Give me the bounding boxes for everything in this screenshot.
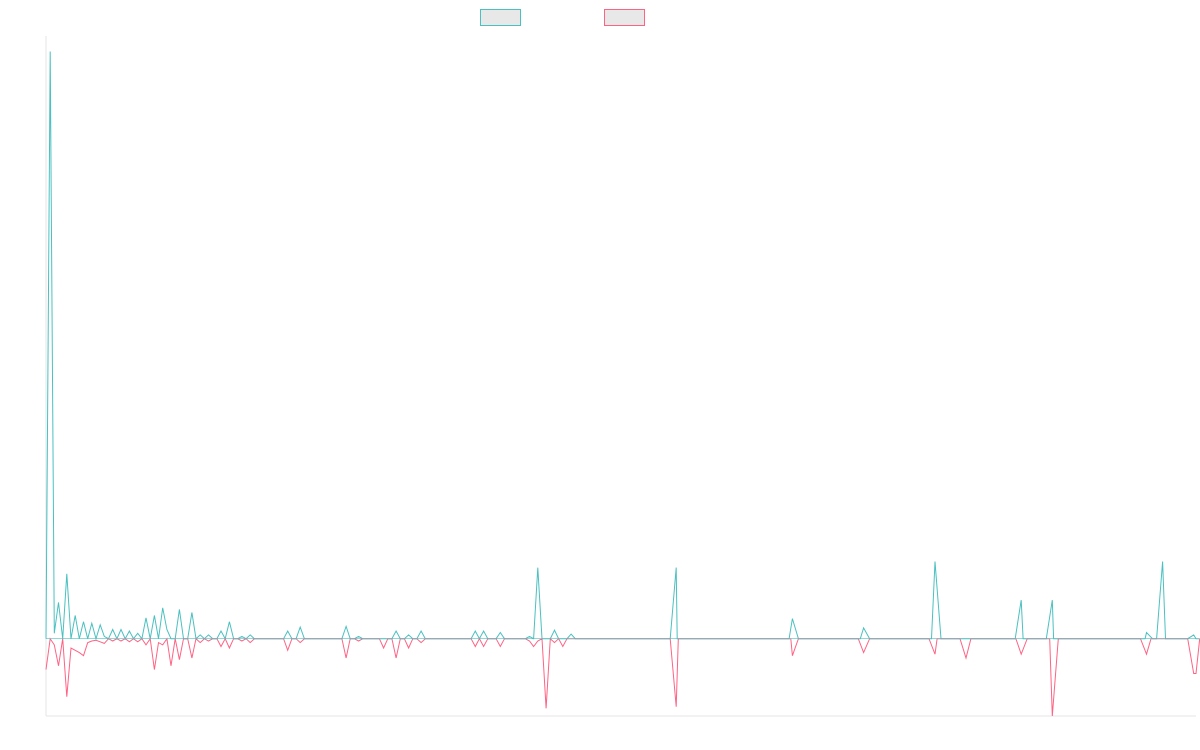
axes [45, 36, 1196, 717]
series-line-b[interactable] [45, 637, 1200, 717]
legend-swatch-series-b[interactable] [604, 9, 645, 26]
series-line-a[interactable] [45, 51, 1200, 641]
legend-swatch-series-a[interactable] [480, 9, 521, 26]
series-layer [45, 51, 1200, 717]
legend[interactable] [480, 9, 645, 26]
